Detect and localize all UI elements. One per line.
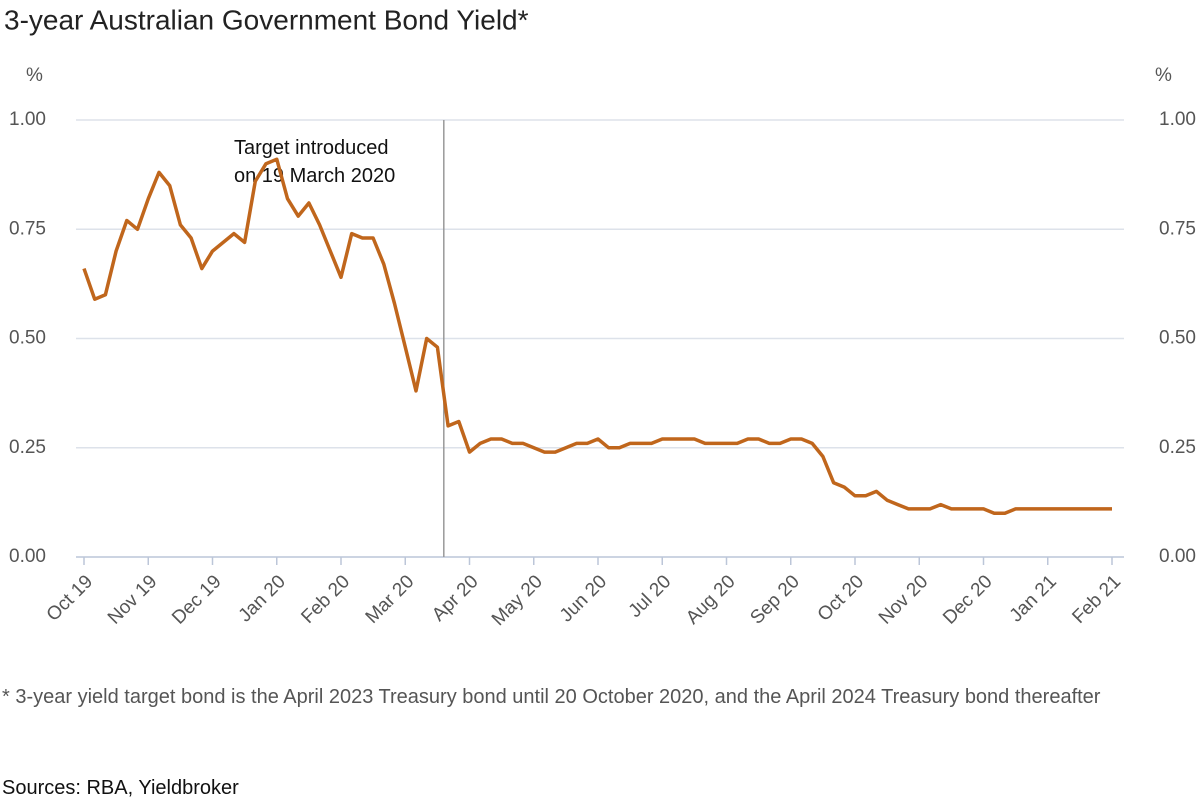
x-tick-label: Jun 20 [556, 571, 611, 626]
annotation-line: on 19 March 2020 [234, 165, 395, 187]
chart: 3-year Australian Government Bond Yield*… [4, 4, 1196, 630]
x-tick-label: Oct 19 [43, 571, 97, 625]
x-tick-label: Apr 20 [428, 571, 482, 625]
x-tick-label: Feb 20 [297, 571, 354, 628]
annotation: Target introduced on 19 March 2020 [234, 137, 395, 187]
x-tick-label: Jul 20 [625, 571, 676, 622]
x-tick-label: Dec 20 [939, 571, 996, 628]
x-tick-label: May 20 [488, 571, 547, 630]
x-tick-label: Nov 19 [104, 571, 161, 628]
x-tick-label: Oct 20 [814, 571, 868, 625]
y2-tick-label: 0.25 [1159, 437, 1196, 458]
footnote: * 3-year yield target bond is the April … [2, 686, 1101, 708]
y2-tick-label: 0.50 [1159, 328, 1196, 349]
x-tick-label: Nov 20 [875, 571, 932, 628]
y-tick-label: 0.50 [9, 328, 46, 349]
x-tick-label: Sep 20 [746, 571, 803, 628]
x-tick-label: Dec 19 [168, 571, 225, 628]
x-tick-label: Jan 20 [235, 571, 290, 626]
y-axis-label: % [26, 65, 43, 86]
y-tick-label: 0.75 [9, 218, 46, 239]
y2-tick-label: 0.75 [1159, 218, 1196, 239]
x-tick-label: Feb 21 [1068, 571, 1125, 628]
x-tick-label: Jan 21 [1006, 571, 1061, 626]
x-tick-label: Mar 20 [362, 571, 419, 628]
y2-axis-label: % [1155, 65, 1172, 86]
x-tick-label: Aug 20 [682, 571, 739, 628]
series-line [82, 157, 1112, 516]
y-tick-label: 0.25 [9, 437, 46, 458]
y2-tick-label: 0.00 [1159, 546, 1196, 567]
annotation-line: Target introduced [234, 137, 389, 159]
y-tick-label: 0.00 [9, 546, 46, 567]
chart-title: 3-year Australian Government Bond Yield* [4, 4, 529, 35]
y2-tick-label: 1.00 [1159, 109, 1196, 130]
y-tick-label: 1.00 [9, 109, 46, 130]
source: Sources: RBA, Yieldbroker [2, 777, 239, 799]
